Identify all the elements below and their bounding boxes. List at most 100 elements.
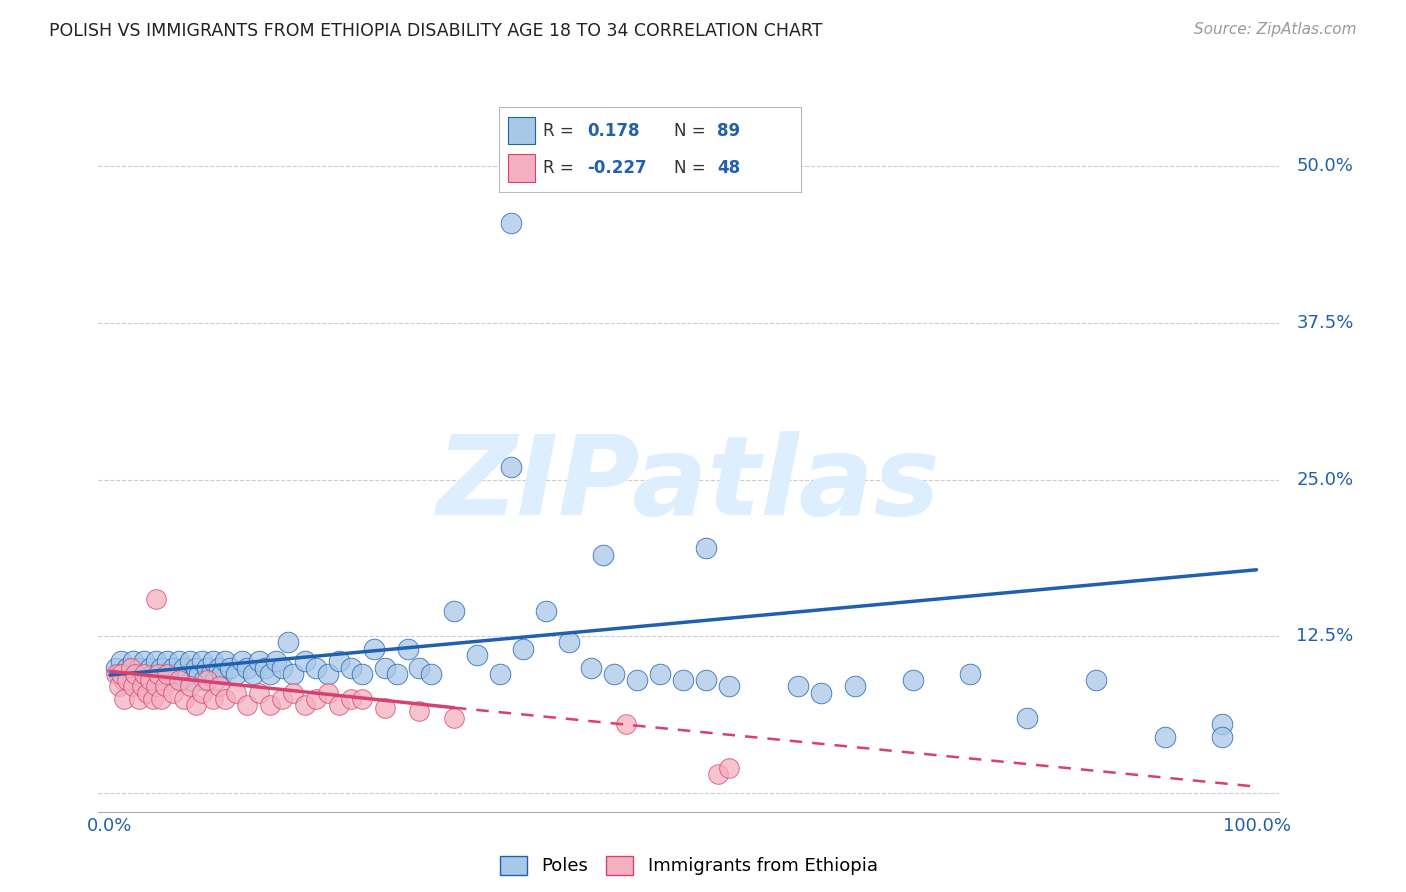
Point [488, 666, 510, 681]
Point [134, 654, 156, 668]
Point [650, 666, 672, 681]
Text: -0.227: -0.227 [586, 159, 647, 177]
Point [1211, 730, 1233, 744]
Point [208, 679, 231, 693]
Point [352, 666, 374, 681]
Point [179, 654, 201, 668]
Point [581, 660, 603, 674]
Point [204, 673, 226, 687]
Point [695, 673, 717, 687]
Point [385, 666, 408, 681]
Point [695, 541, 717, 556]
Point [1153, 730, 1175, 744]
Point [146, 673, 169, 687]
Point [247, 654, 270, 668]
Point [1211, 717, 1233, 731]
Point [408, 660, 430, 674]
Text: POLISH VS IMMIGRANTS FROM ETHIOPIA DISABILITY AGE 18 TO 34 CORRELATION CHART: POLISH VS IMMIGRANTS FROM ETHIOPIA DISAB… [49, 22, 823, 40]
Point [1017, 711, 1039, 725]
Point [253, 660, 276, 674]
Point [420, 666, 443, 681]
Point [247, 685, 270, 699]
Point [145, 679, 167, 693]
Text: R =: R = [543, 122, 574, 140]
Point [110, 654, 132, 668]
Point [128, 660, 150, 674]
Point [150, 692, 173, 706]
Point [167, 673, 190, 687]
Text: Source: ZipAtlas.com: Source: ZipAtlas.com [1194, 22, 1357, 37]
Point [614, 717, 637, 731]
Point [121, 679, 143, 693]
Point [277, 635, 299, 649]
Point [231, 654, 253, 668]
Point [626, 673, 648, 687]
Point [259, 698, 281, 713]
Point [131, 679, 153, 693]
Point [294, 654, 316, 668]
Point [283, 685, 305, 699]
Point [718, 761, 741, 775]
Point [167, 654, 190, 668]
Point [115, 673, 138, 687]
Point [396, 641, 419, 656]
Point [339, 692, 361, 706]
Point [786, 679, 808, 693]
Point [104, 666, 127, 681]
Point [352, 692, 374, 706]
Point [202, 654, 225, 668]
Point [134, 666, 156, 681]
Point [959, 666, 981, 681]
Point [145, 591, 167, 606]
Text: N =: N = [675, 122, 706, 140]
Point [706, 767, 728, 781]
Point [150, 660, 173, 674]
Point [501, 460, 523, 475]
Point [270, 660, 292, 674]
Point [135, 673, 157, 687]
Bar [508, 117, 536, 145]
Point [128, 692, 150, 706]
Point [328, 654, 350, 668]
Point [672, 673, 695, 687]
Point [195, 673, 218, 687]
Point [173, 660, 195, 674]
Point [443, 604, 465, 618]
Point [153, 666, 176, 681]
Point [844, 679, 866, 693]
Point [104, 660, 127, 674]
Point [1085, 673, 1108, 687]
Point [193, 673, 215, 687]
Point [184, 660, 207, 674]
Point [264, 654, 287, 668]
Point [901, 673, 924, 687]
Point [305, 692, 328, 706]
Point [121, 654, 143, 668]
Point [181, 673, 204, 687]
Point [159, 673, 181, 687]
Point [145, 654, 167, 668]
Point [188, 666, 211, 681]
Point [146, 666, 169, 681]
Text: 12.5%: 12.5% [1296, 627, 1354, 645]
Point [112, 673, 135, 687]
Point [294, 698, 316, 713]
Point [170, 673, 193, 687]
Point [443, 711, 465, 725]
Point [259, 666, 281, 681]
Point [162, 685, 184, 699]
Point [156, 654, 179, 668]
Point [219, 660, 242, 674]
Point [242, 666, 264, 681]
Point [108, 679, 131, 693]
Point [214, 692, 236, 706]
Point [190, 685, 212, 699]
Point [120, 660, 142, 674]
Point [718, 679, 741, 693]
Point [374, 660, 396, 674]
Point [270, 692, 292, 706]
Point [283, 666, 305, 681]
Point [328, 698, 350, 713]
Text: 25.0%: 25.0% [1296, 470, 1354, 489]
Point [190, 654, 212, 668]
